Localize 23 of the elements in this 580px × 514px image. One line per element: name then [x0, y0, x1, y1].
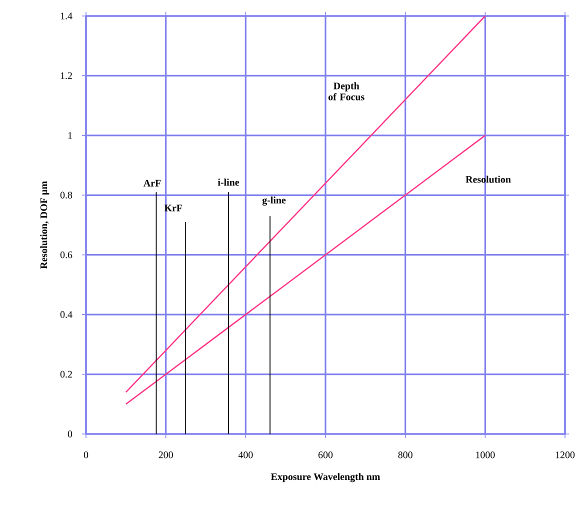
annotation: Resolution [466, 176, 511, 183]
x-tick-label: 1200 [556, 452, 575, 458]
y-tick-label: 0.2 [60, 370, 72, 378]
x-tick-label: 200 [158, 452, 173, 458]
y-tick-label: 1.4 [60, 12, 72, 20]
annotation: i-line [218, 178, 240, 186]
annotation: g-line [262, 196, 286, 206]
y-tick-label: 1 [68, 132, 72, 139]
x-axis-title: Exposure Wavelength nm [270, 473, 380, 482]
x-tick-label: 600 [318, 452, 333, 458]
annotation: Depth of Focus [328, 82, 364, 100]
x-tick-label: 400 [238, 452, 253, 458]
x-tick-label: 1000 [476, 452, 495, 458]
y-tick-label: 1.2 [60, 72, 72, 80]
y-tick-label: 0.4 [60, 311, 72, 318]
annotation: KrF [164, 204, 182, 212]
y-tick-label: 0.6 [60, 251, 72, 258]
annotation: ArF [143, 180, 161, 186]
x-tick-label: 800 [398, 452, 412, 458]
y-axis-title: Resolution, DOF µm [40, 181, 50, 269]
y-tick-label: 0 [68, 430, 72, 438]
y-tick-label: 0.8 [60, 192, 72, 199]
x-tick-label: 0 [84, 452, 88, 458]
